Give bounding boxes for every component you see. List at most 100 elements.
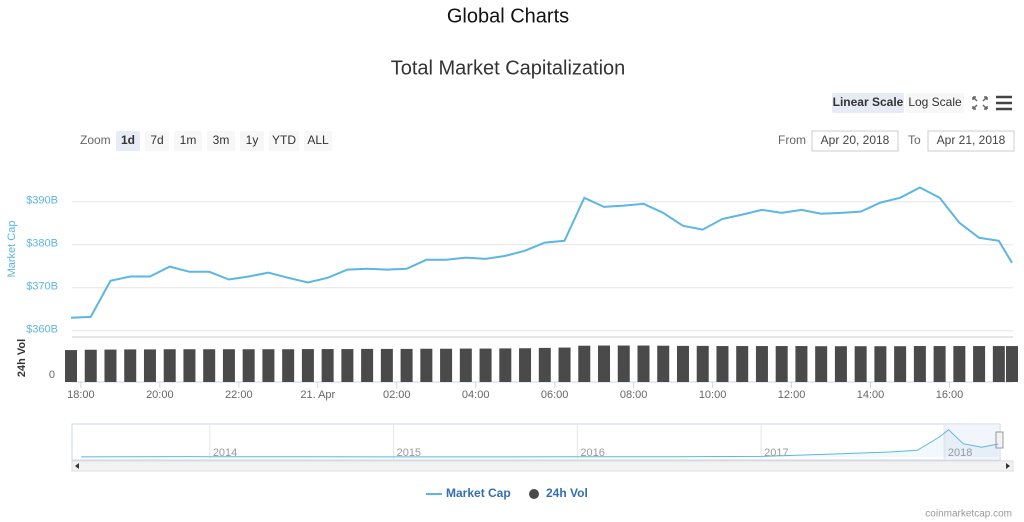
volume-bar bbox=[894, 346, 907, 382]
volume-bar bbox=[953, 346, 966, 382]
navigator-line bbox=[81, 429, 999, 458]
volume-bar bbox=[1006, 346, 1018, 382]
zoom-button[interactable]: ALL bbox=[304, 131, 332, 151]
zoom-button-bg[interactable] bbox=[116, 131, 140, 151]
x-tick-label: 22:00 bbox=[225, 389, 253, 401]
volume-bar bbox=[163, 349, 176, 382]
x-tick-label: 18:00 bbox=[67, 389, 95, 401]
navigator-tick-label: 2015 bbox=[397, 447, 421, 459]
volume-bar bbox=[499, 348, 512, 382]
volume-bar bbox=[282, 349, 295, 382]
scroll-left[interactable] bbox=[75, 463, 79, 469]
zoom-button-bg[interactable] bbox=[240, 131, 264, 151]
volume-bar bbox=[933, 346, 946, 382]
zoom-button-label[interactable]: 7d bbox=[150, 133, 163, 147]
scale-button-label[interactable]: Log Scale bbox=[908, 95, 962, 109]
fullscreen-icon[interactable] bbox=[972, 96, 988, 110]
y-tick-label: $360B bbox=[26, 324, 58, 336]
y-tick-label: $370B bbox=[26, 281, 58, 293]
x-tick-label: 04:00 bbox=[462, 389, 490, 401]
zoom-button-bg[interactable] bbox=[207, 131, 235, 151]
scroll-right[interactable] bbox=[1006, 463, 1010, 469]
legend-label[interactable]: 24h Vol bbox=[546, 486, 588, 500]
volume-bar bbox=[755, 346, 768, 382]
scrollbar[interactable] bbox=[71, 460, 1014, 472]
x-tick-label: 06:00 bbox=[541, 389, 569, 401]
volume-bar bbox=[637, 345, 650, 382]
volume-bar bbox=[459, 348, 472, 382]
zoom-button-label[interactable]: 1d bbox=[121, 133, 135, 147]
volume-bar bbox=[380, 348, 393, 382]
zoom-button[interactable]: 7d bbox=[145, 131, 169, 151]
zoom-button-label[interactable]: YTD bbox=[272, 133, 296, 147]
volume-bar bbox=[222, 349, 235, 382]
zoom-button-label[interactable]: 1m bbox=[180, 133, 197, 147]
volume-bar bbox=[143, 349, 156, 382]
from-input[interactable] bbox=[811, 130, 899, 152]
volume-bar bbox=[716, 346, 729, 382]
scale-button-label[interactable]: Linear Scale bbox=[833, 95, 904, 109]
volume-bar bbox=[242, 349, 255, 382]
zoom-button-bg[interactable] bbox=[174, 131, 202, 151]
credit: coinmarketcap.com bbox=[925, 509, 1012, 520]
x-tick-label: 20:00 bbox=[146, 389, 174, 401]
to-label: To bbox=[908, 133, 921, 147]
y-tick-label: $390B bbox=[26, 195, 58, 207]
volume-bar bbox=[479, 348, 492, 382]
volume-bar bbox=[124, 349, 137, 382]
volume-bar bbox=[598, 345, 611, 382]
zoom-button-bg[interactable] bbox=[145, 131, 169, 151]
y-axis-title: Market Cap bbox=[6, 221, 18, 278]
scale-button-bg[interactable] bbox=[832, 93, 904, 113]
volume-bar bbox=[815, 346, 828, 382]
scale-button-bg[interactable] bbox=[906, 93, 964, 113]
legend[interactable]: Market Cap 24h Vol bbox=[426, 486, 588, 500]
zoom-button[interactable]: 3m bbox=[207, 131, 235, 151]
x-tick-label: 21. Apr bbox=[300, 389, 335, 401]
chart-title: Total Market Capitalization bbox=[391, 57, 626, 79]
volume-bar bbox=[341, 349, 354, 382]
volume-bar bbox=[104, 349, 117, 382]
volume-bar bbox=[183, 349, 196, 382]
zoom-button-label[interactable]: ALL bbox=[307, 133, 329, 147]
zoom-button[interactable]: 1d bbox=[116, 131, 140, 151]
volume-bar bbox=[657, 345, 670, 382]
volume-bar bbox=[854, 346, 867, 382]
navigator-handle[interactable] bbox=[995, 431, 1004, 449]
legend-label[interactable]: Market Cap bbox=[446, 486, 511, 500]
navigator-tick-label: 2016 bbox=[580, 447, 604, 459]
x-tick-label: 08:00 bbox=[620, 389, 648, 401]
from-date[interactable]: Apr 20, 2018 bbox=[821, 133, 890, 147]
x-tick-label: 12:00 bbox=[778, 389, 806, 401]
zoom-button-label[interactable]: 3m bbox=[213, 133, 230, 147]
to-date[interactable]: Apr 21, 2018 bbox=[937, 133, 1006, 147]
zoom-button-bg[interactable] bbox=[269, 131, 299, 151]
volume-bar bbox=[795, 346, 808, 382]
volume-bar bbox=[203, 349, 216, 382]
y2-tick-label: 0 bbox=[49, 369, 55, 381]
scale-button[interactable]: Linear Scale bbox=[832, 93, 904, 113]
volume-bar bbox=[834, 346, 847, 382]
zoom-button-label[interactable]: 1y bbox=[246, 133, 259, 147]
volume-bar bbox=[558, 347, 571, 382]
y2-axis-title: 24h Vol bbox=[16, 339, 28, 377]
navigator-tick-label: 2017 bbox=[764, 447, 788, 459]
x-tick-label: 14:00 bbox=[857, 389, 885, 401]
volume-bar bbox=[420, 348, 433, 382]
menu-icon[interactable] bbox=[996, 95, 1012, 111]
zoom-button[interactable]: 1m bbox=[174, 131, 202, 151]
volume-bar bbox=[321, 349, 334, 382]
volume-bar bbox=[440, 348, 453, 382]
zoom-button[interactable]: 1y bbox=[240, 131, 264, 151]
x-tick-label: 10:00 bbox=[699, 389, 727, 401]
volume-bar bbox=[617, 345, 630, 382]
volume-bar bbox=[578, 345, 591, 382]
zoom-button[interactable]: YTD bbox=[269, 131, 299, 151]
scale-button[interactable]: Log Scale bbox=[906, 93, 964, 113]
y-tick-label: $380B bbox=[26, 238, 58, 250]
zoom-button-bg[interactable] bbox=[304, 131, 332, 151]
volume-bar bbox=[538, 347, 551, 382]
to-input[interactable] bbox=[927, 130, 1015, 152]
